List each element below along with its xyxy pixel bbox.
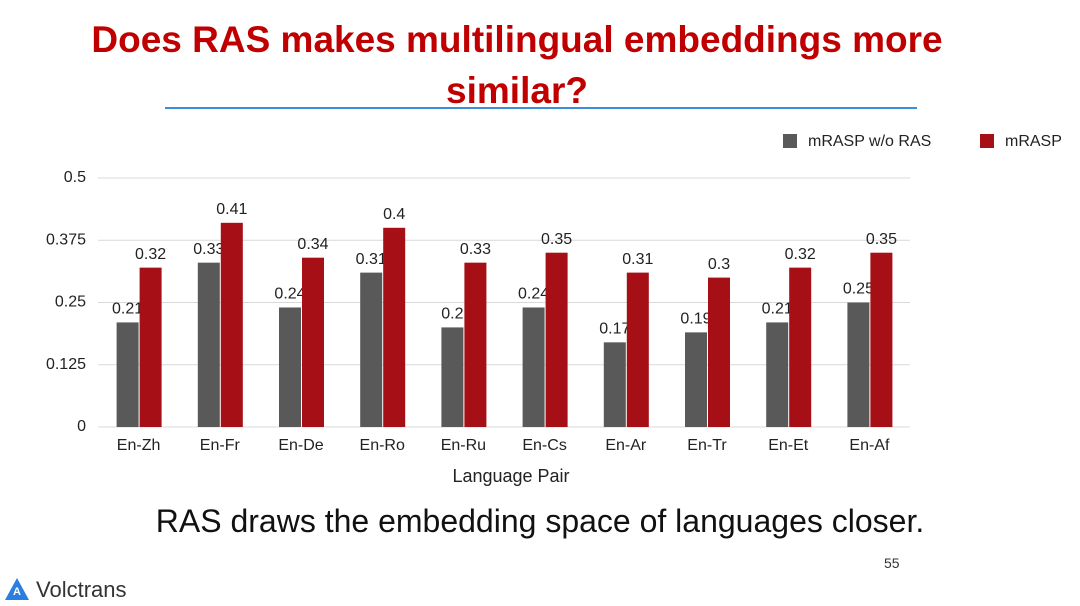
x-tick-label: En-Ro bbox=[360, 437, 405, 454]
data-label: 0.21 bbox=[762, 301, 793, 318]
legend-swatch bbox=[783, 134, 797, 148]
legend-swatch bbox=[980, 134, 994, 148]
bar bbox=[545, 252, 568, 427]
x-tick-label: En-Cs bbox=[522, 437, 566, 454]
y-tick-label: 0.25 bbox=[55, 294, 86, 311]
y-tick-label: 0.375 bbox=[46, 231, 86, 248]
bar bbox=[279, 307, 301, 427]
bar bbox=[197, 262, 220, 427]
data-label: 0.25 bbox=[843, 281, 874, 298]
data-label: 0.35 bbox=[541, 231, 572, 248]
bar bbox=[626, 272, 649, 427]
data-label: 0.21 bbox=[112, 301, 143, 318]
x-tick-label: En-Fr bbox=[200, 437, 241, 454]
bar bbox=[766, 322, 789, 427]
bar bbox=[464, 262, 487, 427]
bar bbox=[603, 342, 626, 427]
data-label: 0.2 bbox=[441, 306, 463, 323]
y-tick-label: 0 bbox=[77, 418, 86, 435]
data-label: 0.31 bbox=[356, 251, 387, 268]
data-label: 0.35 bbox=[866, 231, 897, 248]
bar bbox=[870, 252, 893, 427]
page-number: 55 bbox=[884, 555, 900, 571]
x-tick-label: En-Zh bbox=[117, 437, 161, 454]
y-tick-label: 0.125 bbox=[46, 356, 86, 373]
bar bbox=[522, 307, 545, 427]
legend-label: mRASP bbox=[1005, 133, 1062, 150]
x-tick-label: En-Et bbox=[768, 437, 809, 454]
y-tick-label: 0.5 bbox=[64, 169, 86, 186]
data-label: 0.32 bbox=[135, 246, 166, 263]
data-label: 0.31 bbox=[622, 251, 653, 268]
bar bbox=[116, 322, 139, 427]
bar bbox=[789, 267, 812, 427]
data-label: 0.3 bbox=[708, 256, 730, 273]
bar bbox=[685, 332, 707, 427]
bar bbox=[847, 302, 870, 427]
bar bbox=[383, 227, 406, 427]
data-label: 0.32 bbox=[785, 246, 816, 263]
bar bbox=[441, 327, 464, 427]
bar bbox=[708, 277, 730, 427]
data-label: 0.24 bbox=[274, 286, 305, 303]
data-label: 0.17 bbox=[599, 321, 630, 338]
legend-label: mRASP w/o RAS bbox=[808, 133, 931, 150]
data-label: 0.19 bbox=[680, 311, 711, 328]
logo-text: Volctrans bbox=[36, 577, 127, 602]
data-label: 0.24 bbox=[518, 286, 549, 303]
x-axis-label: Language Pair bbox=[452, 466, 569, 486]
x-tick-label: En-Af bbox=[849, 437, 890, 454]
x-tick-label: En-Tr bbox=[687, 437, 727, 454]
data-label: 0.4 bbox=[383, 206, 405, 223]
x-tick-label: En-De bbox=[278, 437, 323, 454]
logo-icon: A bbox=[5, 578, 29, 600]
data-label: 0.33 bbox=[460, 241, 491, 258]
data-label: 0.41 bbox=[216, 201, 247, 218]
bar bbox=[302, 257, 324, 427]
x-tick-label: En-Ar bbox=[605, 437, 647, 454]
bar bbox=[360, 272, 383, 427]
svg-text:A: A bbox=[13, 586, 21, 598]
bar bbox=[220, 222, 243, 427]
data-label: 0.34 bbox=[297, 236, 328, 253]
caption: RAS draws the embedding space of languag… bbox=[155, 503, 925, 539]
bar bbox=[139, 267, 162, 427]
chart-title: Does RAS makes multilingual embeddings m… bbox=[91, 19, 943, 111]
x-tick-label: En-Ru bbox=[441, 437, 486, 454]
data-label: 0.33 bbox=[193, 241, 224, 258]
